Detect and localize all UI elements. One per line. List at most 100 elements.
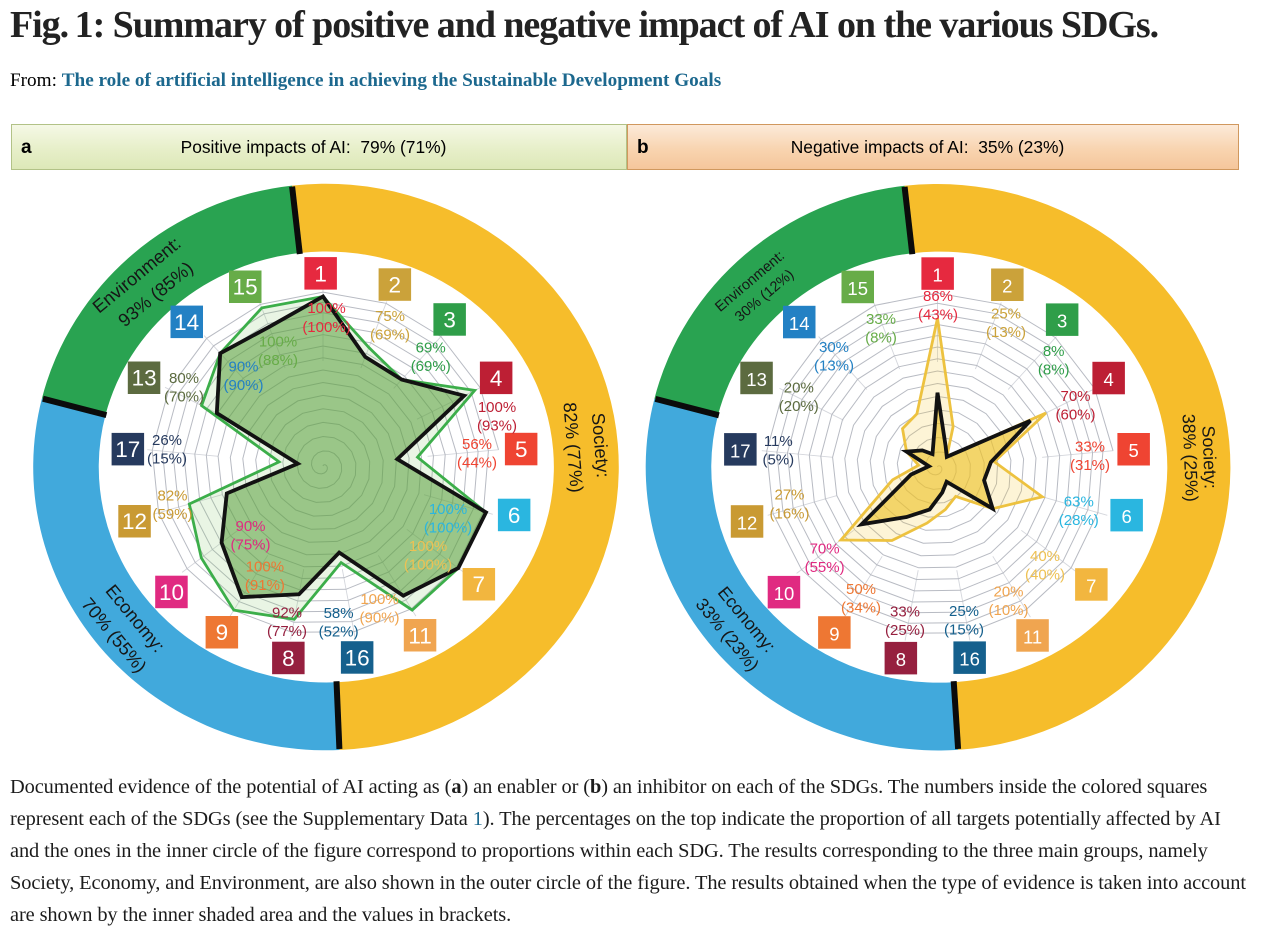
svg-text:16: 16 bbox=[345, 645, 370, 670]
svg-text:70%: 70% bbox=[1060, 388, 1090, 405]
svg-text:(100%): (100%) bbox=[404, 557, 452, 574]
svg-text:11: 11 bbox=[1023, 627, 1042, 648]
svg-text:8%: 8% bbox=[1043, 343, 1065, 360]
svg-text:25%: 25% bbox=[991, 306, 1021, 323]
svg-text:1: 1 bbox=[314, 261, 327, 286]
svg-text:14: 14 bbox=[789, 313, 810, 334]
svg-text:10: 10 bbox=[159, 580, 184, 605]
svg-text:(91%): (91%) bbox=[245, 577, 285, 594]
svg-text:100%: 100% bbox=[360, 591, 398, 608]
svg-text:(10%): (10%) bbox=[988, 602, 1028, 619]
svg-text:(40%): (40%) bbox=[1025, 567, 1065, 584]
svg-text:33%: 33% bbox=[890, 604, 920, 621]
svg-text:69%: 69% bbox=[416, 340, 446, 357]
svg-text:(100%): (100%) bbox=[424, 520, 472, 537]
svg-text:92%: 92% bbox=[272, 605, 302, 622]
svg-text:(28%): (28%) bbox=[1059, 512, 1099, 529]
svg-text:6: 6 bbox=[508, 503, 521, 528]
svg-text:33%: 33% bbox=[1075, 439, 1105, 456]
svg-text:(90%): (90%) bbox=[223, 377, 263, 394]
svg-text:20%: 20% bbox=[993, 584, 1023, 601]
svg-text:7: 7 bbox=[473, 572, 486, 597]
svg-text:11: 11 bbox=[408, 623, 431, 648]
svg-text:(5%): (5%) bbox=[762, 452, 794, 469]
svg-text:15: 15 bbox=[233, 275, 258, 300]
svg-text:90%: 90% bbox=[235, 518, 265, 535]
svg-text:(100%): (100%) bbox=[302, 319, 350, 336]
svg-text:(90%): (90%) bbox=[359, 610, 399, 627]
svg-text:86%: 86% bbox=[923, 288, 953, 305]
svg-text:30%: 30% bbox=[819, 339, 849, 356]
svg-text:100%: 100% bbox=[259, 334, 297, 351]
svg-text:4: 4 bbox=[490, 366, 503, 391]
svg-text:15: 15 bbox=[847, 278, 868, 299]
svg-text:27%: 27% bbox=[774, 487, 804, 504]
svg-text:9: 9 bbox=[216, 620, 229, 645]
svg-text:100%: 100% bbox=[409, 538, 447, 555]
svg-text:10: 10 bbox=[774, 583, 795, 604]
svg-text:100%: 100% bbox=[307, 300, 345, 317]
svg-text:12: 12 bbox=[737, 512, 758, 533]
svg-text:(20%): (20%) bbox=[779, 398, 819, 415]
svg-text:8: 8 bbox=[282, 646, 295, 671]
svg-text:50%: 50% bbox=[846, 581, 876, 598]
svg-text:90%: 90% bbox=[228, 359, 258, 376]
svg-text:33%: 33% bbox=[866, 311, 896, 328]
svg-text:9: 9 bbox=[829, 623, 839, 644]
svg-text:12: 12 bbox=[122, 509, 147, 534]
svg-text:(69%): (69%) bbox=[411, 358, 451, 375]
svg-text:16: 16 bbox=[959, 649, 980, 670]
svg-text:6: 6 bbox=[1121, 506, 1131, 527]
svg-text:13: 13 bbox=[746, 369, 767, 390]
svg-text:(93%): (93%) bbox=[477, 418, 517, 435]
svg-text:(16%): (16%) bbox=[769, 505, 809, 522]
svg-text:40%: 40% bbox=[1030, 548, 1060, 565]
svg-text:(55%): (55%) bbox=[805, 559, 845, 576]
svg-text:56%: 56% bbox=[462, 436, 492, 453]
svg-text:(15%): (15%) bbox=[944, 622, 984, 639]
svg-text:63%: 63% bbox=[1064, 494, 1094, 511]
svg-text:70%: 70% bbox=[810, 541, 840, 558]
svg-text:4: 4 bbox=[1103, 369, 1113, 390]
svg-text:(13%): (13%) bbox=[986, 324, 1026, 341]
svg-text:100%: 100% bbox=[478, 399, 516, 416]
svg-text:7: 7 bbox=[1086, 575, 1096, 596]
svg-text:(34%): (34%) bbox=[841, 600, 881, 617]
svg-text:3: 3 bbox=[1057, 311, 1067, 332]
svg-text:38% (25%): 38% (25%) bbox=[1179, 414, 1202, 503]
svg-text:(70%): (70%) bbox=[164, 389, 204, 406]
svg-text:(77%): (77%) bbox=[267, 623, 307, 640]
svg-text:14: 14 bbox=[174, 310, 199, 335]
svg-text:(31%): (31%) bbox=[1070, 457, 1110, 474]
svg-text:8: 8 bbox=[896, 649, 906, 670]
svg-text:80%: 80% bbox=[169, 370, 199, 387]
svg-text:75%: 75% bbox=[375, 308, 405, 325]
svg-text:(60%): (60%) bbox=[1055, 407, 1095, 424]
svg-text:(8%): (8%) bbox=[1038, 362, 1070, 379]
svg-text:5: 5 bbox=[515, 437, 528, 462]
svg-text:11%: 11% bbox=[764, 433, 793, 450]
svg-text:20%: 20% bbox=[784, 380, 814, 397]
svg-text:2: 2 bbox=[389, 273, 402, 298]
svg-text:100%: 100% bbox=[429, 501, 467, 518]
svg-text:(43%): (43%) bbox=[918, 307, 958, 324]
svg-text:(59%): (59%) bbox=[152, 506, 192, 523]
svg-text:100%: 100% bbox=[246, 559, 284, 576]
svg-text:(75%): (75%) bbox=[230, 537, 270, 554]
svg-text:5: 5 bbox=[1129, 440, 1139, 461]
svg-text:(44%): (44%) bbox=[457, 455, 497, 472]
svg-text:(88%): (88%) bbox=[258, 352, 298, 369]
svg-text:Society:: Society: bbox=[1198, 425, 1220, 489]
svg-text:25%: 25% bbox=[949, 603, 979, 620]
svg-text:(69%): (69%) bbox=[370, 327, 410, 344]
svg-text:(25%): (25%) bbox=[885, 622, 925, 639]
svg-text:3: 3 bbox=[443, 308, 456, 333]
svg-text:(8%): (8%) bbox=[865, 330, 897, 347]
svg-text:13: 13 bbox=[132, 366, 157, 391]
svg-text:(15%): (15%) bbox=[147, 451, 187, 468]
svg-text:1: 1 bbox=[932, 265, 942, 286]
svg-text:(13%): (13%) bbox=[814, 358, 854, 375]
svg-text:2: 2 bbox=[1002, 276, 1012, 297]
svg-text:17: 17 bbox=[115, 437, 140, 462]
svg-text:17: 17 bbox=[730, 440, 751, 461]
